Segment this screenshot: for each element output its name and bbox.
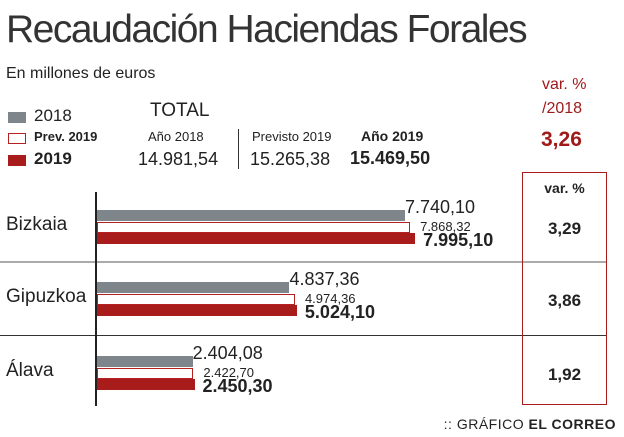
legend-label-prev-2019: Prev. 2019 — [34, 129, 98, 144]
data-label: 7.868,32 — [420, 218, 471, 234]
data-label: 2.404,08 — [192, 343, 263, 363]
bar-2019 — [97, 379, 195, 390]
legend-swatch-2019 — [8, 155, 26, 166]
y-axis — [95, 192, 97, 406]
total-var-label-2: /2018 — [542, 100, 583, 117]
var-value: 3,29 — [547, 219, 582, 238]
legend-label-2019: 2019 — [34, 149, 72, 168]
bar-prev-2019 — [97, 221, 411, 233]
chart-subtitle: En millones de euros — [6, 65, 156, 82]
total-var-label: var. % — [542, 76, 587, 93]
total-label-prev: Previsto 2019 — [252, 129, 332, 144]
bar-2018 — [97, 210, 405, 221]
total-var-value: 3,26 — [541, 128, 582, 151]
credit: :: GRÁFICO EL CORREO — [444, 416, 616, 432]
data-label: 5.024,10 — [304, 302, 375, 322]
row-separator — [0, 335, 606, 336]
data-label: 4.837,36 — [289, 269, 360, 289]
category-label: Bizkaia — [6, 214, 68, 235]
bar-2018 — [97, 282, 290, 293]
bar-2018 — [97, 356, 193, 367]
row-separator — [0, 261, 606, 263]
data-label: 2.450,30 — [202, 376, 273, 396]
credit-light: GRÁFICO — [456, 416, 525, 432]
data-label: 7.995,10 — [423, 230, 494, 250]
bar-2019 — [97, 305, 297, 316]
total-value-prev: 15.265,38 — [250, 149, 331, 169]
total-heading: TOTAL — [150, 100, 210, 121]
credit-dots: :: — [443, 416, 453, 432]
var-value: 1,92 — [547, 365, 582, 384]
category-label: Gipuzkoa — [6, 286, 87, 307]
var-header: var. % — [544, 180, 585, 196]
data-label: 7.740,10 — [405, 197, 476, 217]
total-label-2018: Año 2018 — [148, 129, 204, 144]
bar-2019 — [97, 233, 416, 244]
var-value: 3,86 — [547, 291, 582, 310]
divider — [238, 129, 239, 169]
data-label: 2.422,70 — [203, 364, 254, 380]
legend-swatch-prev-2019 — [8, 133, 26, 144]
total-label-2019: Año 2019 — [361, 128, 424, 144]
legend-swatch-2018 — [8, 112, 26, 123]
chart-title: Recaudación Haciendas Forales — [6, 8, 528, 51]
bar-prev-2019 — [97, 367, 194, 379]
total-value-2019: 15.469,50 — [350, 148, 431, 168]
credit-bold: EL CORREO — [528, 416, 616, 432]
total-value-2018: 14.981,54 — [138, 149, 219, 169]
data-label: 4.974,36 — [304, 290, 356, 306]
bar-prev-2019 — [97, 293, 295, 305]
category-label: Álava — [6, 360, 54, 381]
legend-label-2018: 2018 — [34, 106, 72, 125]
var-column-box — [522, 172, 607, 405]
